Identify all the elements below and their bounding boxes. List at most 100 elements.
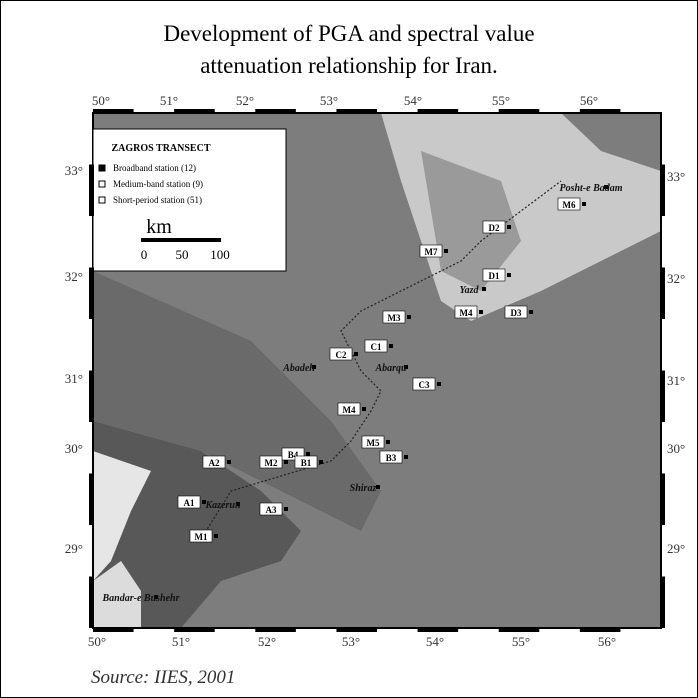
station-box bbox=[454, 305, 478, 319]
place-label: A2 bbox=[209, 458, 220, 468]
station-box bbox=[189, 529, 213, 543]
place-label: D2 bbox=[489, 223, 500, 233]
lon-label: 51° bbox=[172, 634, 190, 649]
frame-bar bbox=[89, 576, 94, 628]
station-marker bbox=[482, 287, 486, 291]
lat-label: 31° bbox=[65, 371, 83, 386]
scale-bar bbox=[141, 238, 221, 242]
lon-label: 56° bbox=[580, 93, 598, 108]
station-box bbox=[482, 268, 506, 282]
place-label: M4 bbox=[343, 405, 356, 415]
lon-label: 54° bbox=[426, 634, 444, 649]
station-box bbox=[259, 455, 283, 469]
station-box bbox=[329, 347, 353, 361]
frame-bar bbox=[93, 627, 134, 632]
lat-label: 30° bbox=[667, 441, 685, 456]
place-label: M5 bbox=[367, 438, 380, 448]
transect-line bbox=[200, 180, 562, 540]
frame-bar bbox=[660, 370, 665, 422]
station-box bbox=[379, 450, 403, 464]
station-box bbox=[382, 310, 406, 324]
station-marker bbox=[236, 502, 240, 506]
place-label: M4 bbox=[460, 308, 473, 318]
frame-bar bbox=[174, 109, 215, 114]
place-label: A3 bbox=[266, 505, 277, 515]
station-box bbox=[202, 455, 226, 469]
place-label: B3 bbox=[386, 453, 397, 463]
frame-bar bbox=[417, 627, 459, 632]
frame-bar bbox=[89, 370, 94, 422]
place-label: Yazd bbox=[459, 285, 479, 296]
place-label: B4 bbox=[288, 450, 299, 460]
frame-bar bbox=[89, 267, 94, 319]
frame-bar bbox=[255, 627, 296, 632]
map: 50° 51° 52° 53° 54° 55° 56° 50° 51° 52° 53° 54° 55° 5… bbox=[65, 93, 685, 649]
basin bbox=[421, 151, 521, 291]
frame-bar bbox=[89, 164, 94, 216]
place-label: Abarqu bbox=[374, 363, 407, 374]
place-label: M3 bbox=[388, 313, 401, 323]
station-marker bbox=[376, 485, 380, 489]
place-label: C1 bbox=[371, 342, 382, 352]
station-marker bbox=[319, 460, 323, 464]
station-marker bbox=[312, 365, 316, 369]
place-label: M1 bbox=[195, 532, 208, 542]
place-label: Posht-e Badam bbox=[559, 183, 622, 194]
station-marker bbox=[407, 315, 411, 319]
station-marker bbox=[362, 407, 366, 411]
frame-bar bbox=[417, 109, 459, 114]
lat-label: 33° bbox=[65, 163, 83, 178]
lon-label: 55° bbox=[492, 93, 510, 108]
legend-box bbox=[92, 128, 287, 272]
legend-item: Broadband station (12) bbox=[113, 163, 196, 173]
legend-symbol bbox=[98, 196, 106, 204]
legend-item: Medium-band station (9) bbox=[113, 179, 203, 189]
station-box bbox=[294, 455, 318, 469]
station-marker bbox=[437, 382, 441, 386]
place-label: M7 bbox=[425, 247, 438, 257]
place-label: M2 bbox=[265, 458, 278, 468]
lat-label: 29° bbox=[667, 541, 685, 556]
scale-tick: 50 bbox=[176, 247, 189, 262]
place-label: Bandar-e Bushehr bbox=[102, 593, 180, 604]
station-marker bbox=[154, 595, 158, 599]
station-box bbox=[177, 495, 201, 509]
place-label: A1 bbox=[184, 498, 195, 508]
station-box bbox=[361, 435, 385, 449]
station-box bbox=[482, 220, 506, 234]
lon-label: 56° bbox=[598, 634, 616, 649]
station-marker bbox=[507, 273, 511, 277]
frame-bar bbox=[255, 109, 296, 114]
place-label: B1 bbox=[301, 458, 312, 468]
station-marker bbox=[214, 534, 218, 538]
lon-label: 52° bbox=[236, 93, 254, 108]
frame-bar bbox=[498, 109, 540, 114]
station-marker bbox=[284, 507, 288, 511]
station-box bbox=[504, 305, 528, 319]
legend-item: Short-period station (51) bbox=[113, 195, 202, 205]
frame-bar bbox=[579, 627, 621, 632]
place-label: Abadeh bbox=[282, 363, 315, 374]
frame-bar bbox=[660, 164, 665, 216]
frame-bar bbox=[660, 267, 665, 319]
station-marker bbox=[604, 185, 608, 189]
lat-label: 33° bbox=[667, 169, 685, 184]
station-box bbox=[337, 402, 361, 416]
lon-label: 50° bbox=[92, 93, 110, 108]
sea bbox=[93, 561, 141, 628]
scale-tick: 0 bbox=[141, 247, 148, 262]
lat-label: 29° bbox=[65, 541, 83, 556]
title-line: attenuation relationship for Iran. bbox=[200, 53, 498, 78]
station-marker bbox=[389, 344, 393, 348]
station-box bbox=[259, 502, 283, 516]
station-box bbox=[364, 339, 388, 353]
frame-bar bbox=[336, 627, 377, 632]
station-marker bbox=[444, 249, 448, 253]
place-label: C3 bbox=[419, 380, 430, 390]
frame-bar bbox=[93, 109, 134, 114]
legend-symbol bbox=[98, 164, 106, 172]
station-marker bbox=[507, 225, 511, 229]
station-box bbox=[557, 197, 581, 211]
station-marker bbox=[284, 460, 288, 464]
